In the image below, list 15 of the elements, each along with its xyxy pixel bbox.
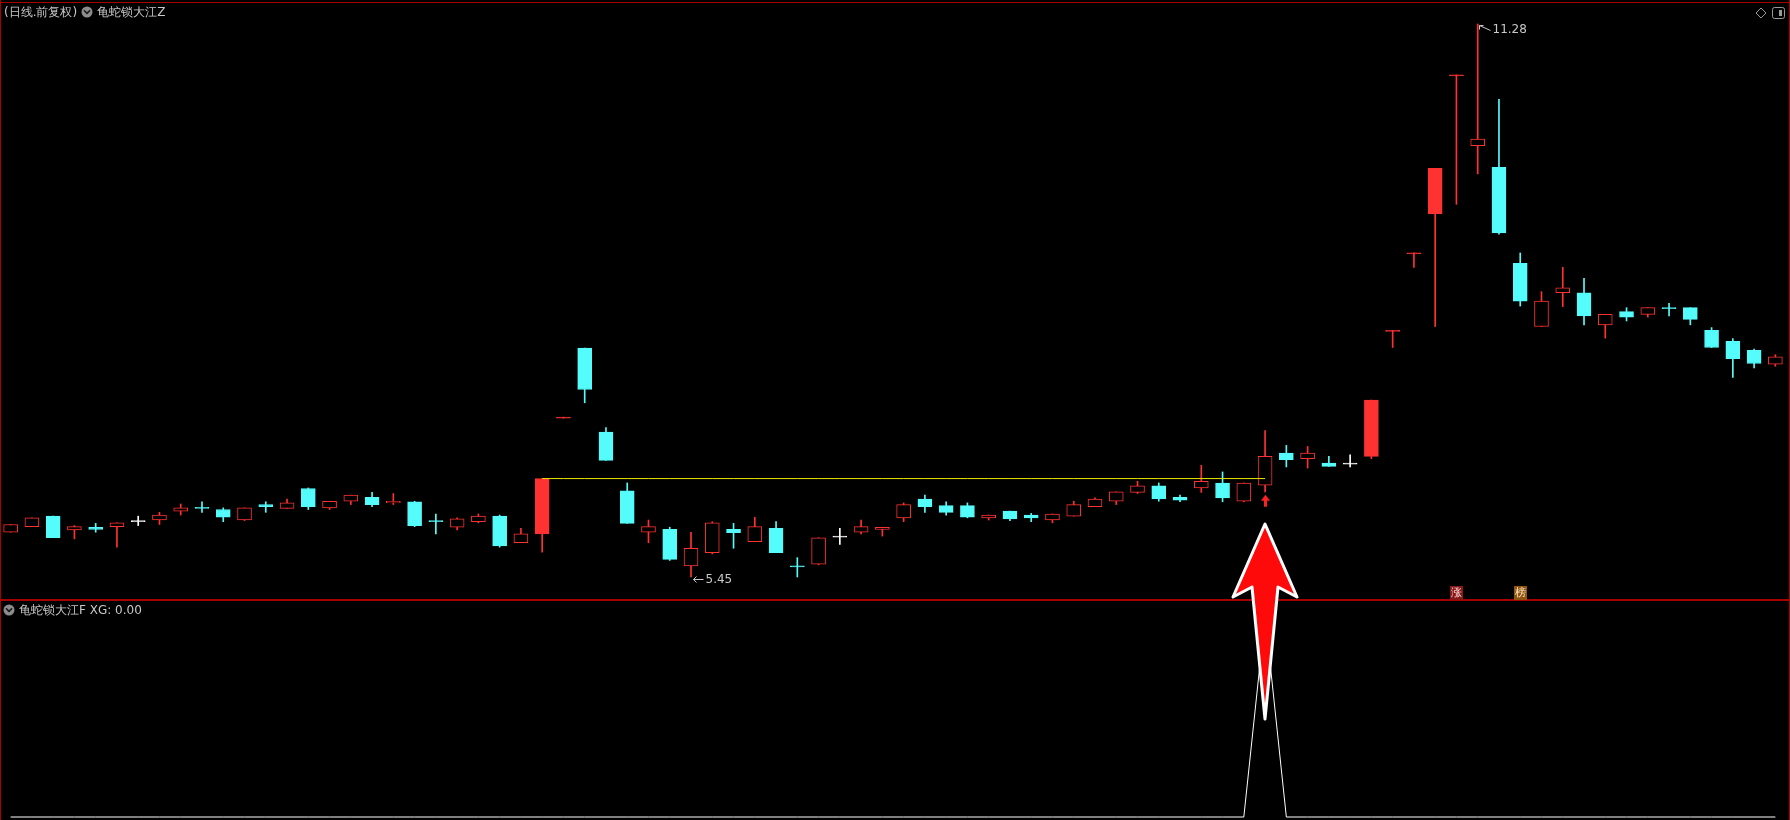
candlestick [258, 501, 274, 513]
candlestick [1555, 266, 1571, 307]
chart-subtitle: 龟蛇锁大江Z [97, 4, 166, 20]
text: 榜 [1514, 585, 1526, 599]
annotation: 11.28 [1492, 21, 1527, 36]
candlestick [109, 522, 125, 548]
text: 涨 [1450, 585, 1462, 599]
chart-title: 龟蛇锁大江F XG: 0.00 [19, 602, 142, 618]
annotation: 5.45 [705, 571, 733, 586]
candlestick [789, 557, 805, 578]
candlestick [1406, 252, 1422, 268]
candlestick [1342, 454, 1358, 468]
candlestick [1661, 302, 1677, 317]
chart-title: (日线.前复权) [4, 4, 78, 20]
candlestick [832, 528, 848, 545]
